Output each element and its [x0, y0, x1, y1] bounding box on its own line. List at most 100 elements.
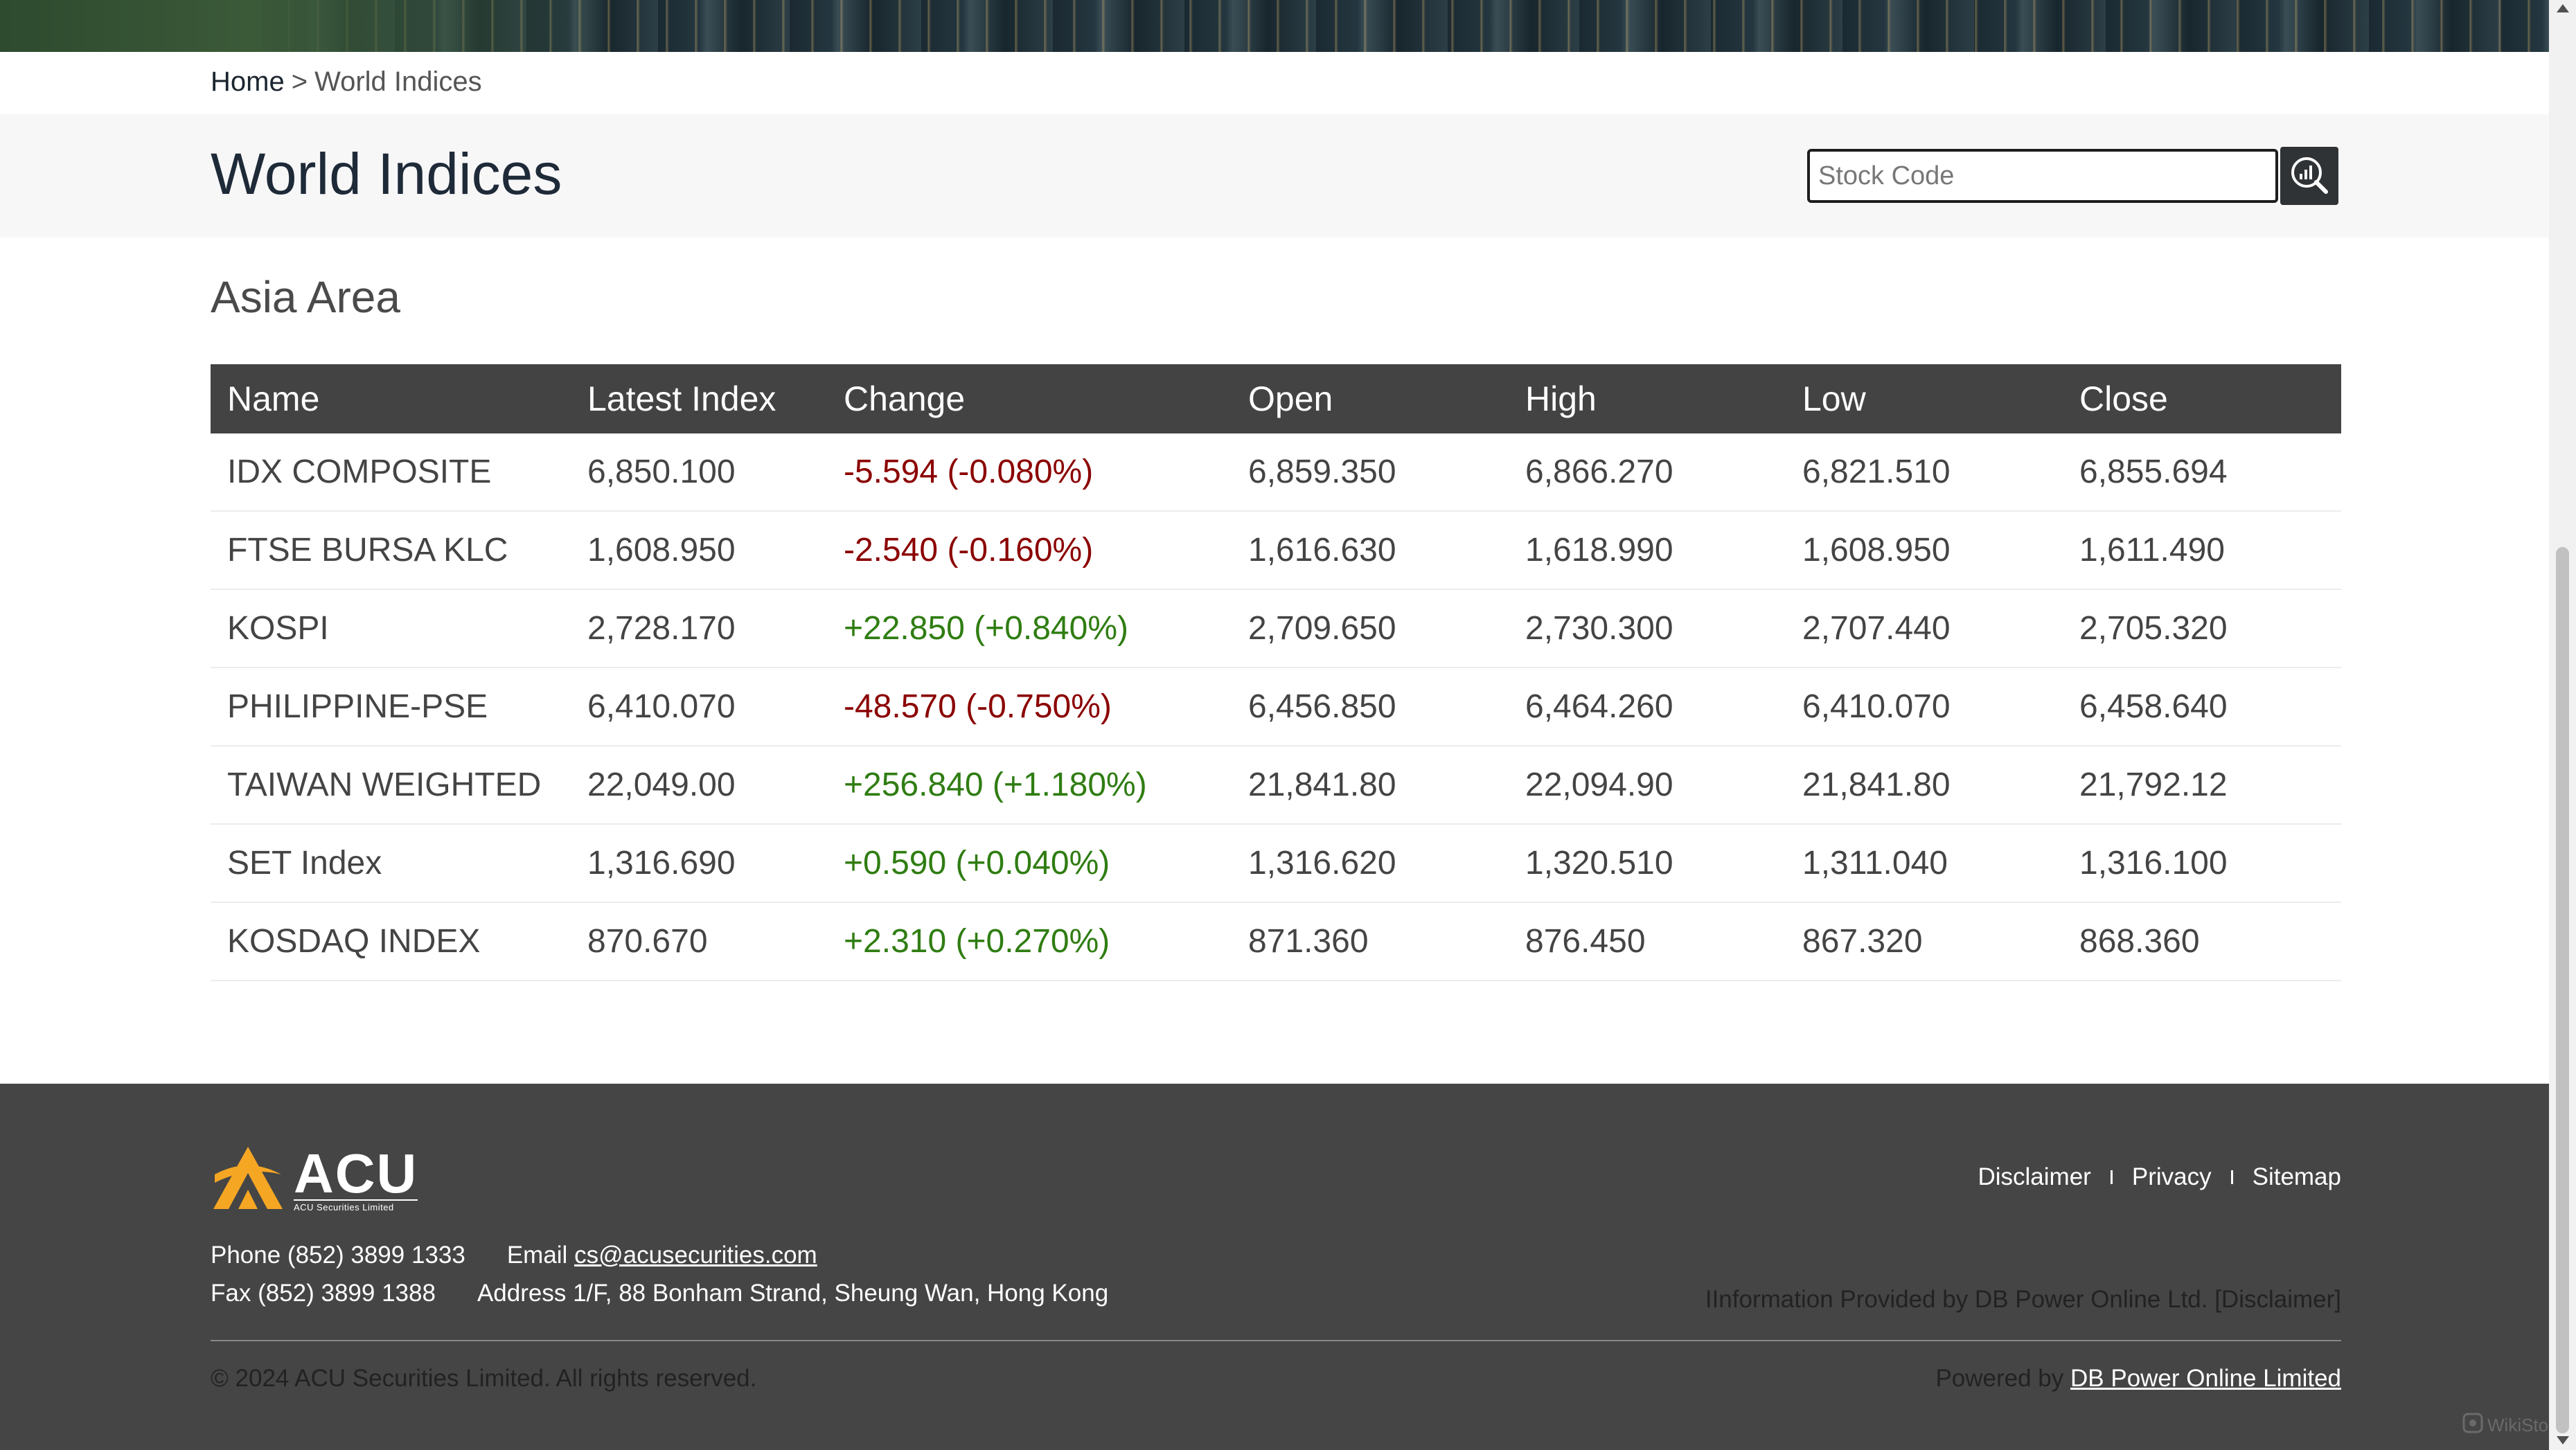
latest-index: 6,850.100	[571, 433, 827, 512]
open-value: 871.360	[1232, 902, 1509, 981]
watermark-logo-icon	[2462, 1413, 2483, 1438]
watermark: WikiSto	[2462, 1413, 2548, 1438]
change-value: +2.310 (+0.270%)	[827, 902, 1232, 981]
table-row: PHILIPPINE-PSE 6,410.070 -48.570 (-0.750…	[211, 668, 2341, 746]
vertical-scrollbar[interactable]	[2549, 0, 2576, 1450]
table-row: SET Index 1,316.690 +0.590 (+0.040%) 1,3…	[211, 824, 2341, 903]
data-provider-notice: IInformation Provided by DB Power Online…	[1705, 1286, 2341, 1313]
latest-index: 6,410.070	[571, 668, 827, 746]
index-name: KOSPI	[211, 589, 571, 668]
low-value: 2,707.440	[1786, 589, 2063, 668]
low-value: 867.320	[1786, 902, 2063, 981]
email-label: Email	[506, 1242, 568, 1269]
table-row: FTSE BURSA KLC 1,608.950 -2.540 (-0.160%…	[211, 511, 2341, 590]
logo-wordmark: ACU ACU Securities Limited	[294, 1143, 418, 1212]
section-title-asia-area: Asia Area	[211, 272, 400, 322]
table-row: TAIWAN WEIGHTED 22,049.00 +256.840 (+1.1…	[211, 746, 2341, 825]
column-header-latest-index: Latest Index	[571, 364, 827, 433]
change-value: +0.590 (+0.040%)	[827, 824, 1232, 903]
close-value: 1,611.490	[2063, 511, 2341, 590]
change-value: -5.594 (-0.080%)	[827, 433, 1232, 512]
footer-links: Disclaimer Privacy Sitemap	[1978, 1163, 2341, 1191]
header-banner-image	[0, 0, 2549, 52]
watermark-text: WikiSto	[2487, 1415, 2549, 1435]
search-chart-icon	[2287, 153, 2331, 199]
breadcrumb: Home > World Indices	[211, 66, 482, 98]
latest-index: 22,049.00	[571, 746, 827, 825]
column-header-low: Low	[1786, 364, 2063, 433]
footer	[0, 1084, 2549, 1450]
table-row: IDX COMPOSITE 6,850.100 -5.594 (-0.080%)…	[211, 433, 2341, 512]
latest-index: 1,316.690	[571, 824, 827, 903]
high-value: 6,866.270	[1509, 433, 1786, 512]
logo-main-text: ACU	[294, 1143, 418, 1204]
latest-index: 1,608.950	[571, 511, 827, 590]
sitemap-link[interactable]: Sitemap	[2252, 1163, 2341, 1190]
column-header-high: High	[1509, 364, 1786, 433]
banner-foliage	[0, 0, 623, 52]
change-value: +22.850 (+0.840%)	[827, 589, 1232, 668]
scroll-up-arrow-icon[interactable]	[2557, 4, 2569, 12]
high-value: 1,320.510	[1509, 824, 1786, 903]
acu-logo[interactable]: ACU ACU Securities Limited	[211, 1144, 418, 1217]
scroll-down-arrow-icon[interactable]	[2557, 1436, 2569, 1444]
high-value: 876.450	[1509, 902, 1786, 981]
logo-subtext: ACU Securities Limited	[294, 1199, 418, 1212]
powered-by-label: Powered by	[1935, 1365, 2064, 1392]
stock-code-input[interactable]	[1807, 149, 2278, 203]
open-value: 6,456.850	[1232, 668, 1509, 746]
breadcrumb-separator: >	[291, 66, 308, 97]
index-name: TAIWAN WEIGHTED	[211, 746, 571, 825]
column-header-change: Change	[827, 364, 1232, 433]
column-header-close: Close	[2063, 364, 2341, 433]
low-value: 21,841.80	[1786, 746, 2063, 825]
contact-line-2: Fax (852) 3899 1388 Address 1/F, 88 Bonha…	[211, 1280, 1108, 1307]
link-divider	[2230, 1170, 2233, 1184]
high-value: 6,464.260	[1509, 668, 1786, 746]
high-value: 2,730.300	[1509, 589, 1786, 668]
indices-table: Name Latest Index Change Open High Low C…	[211, 364, 2341, 981]
close-value: 2,705.320	[2063, 589, 2341, 668]
close-value: 6,855.694	[2063, 433, 2341, 512]
link-divider	[2110, 1170, 2113, 1184]
acu-logo-mark-icon	[211, 1144, 285, 1217]
footer-divider	[211, 1340, 2341, 1341]
privacy-link[interactable]: Privacy	[2131, 1163, 2212, 1190]
db-power-online-link[interactable]: DB Power Online Limited	[2070, 1365, 2341, 1392]
close-value: 6,458.640	[2063, 668, 2341, 746]
index-name: FTSE BURSA KLC	[211, 511, 571, 590]
column-header-name: Name	[211, 364, 571, 433]
index-name: PHILIPPINE-PSE	[211, 668, 571, 746]
latest-index: 870.670	[571, 902, 827, 981]
open-value: 2,709.650	[1232, 589, 1509, 668]
table-row: KOSDAQ INDEX 870.670 +2.310 (+0.270%) 87…	[211, 902, 2341, 981]
disclaimer-link[interactable]: Disclaimer	[1978, 1163, 2091, 1190]
open-value: 1,616.630	[1232, 511, 1509, 590]
address-text: Address 1/F, 88 Bonham Strand, Sheung Wa…	[477, 1280, 1109, 1307]
change-value: -2.540 (-0.160%)	[827, 511, 1232, 590]
column-header-open: Open	[1232, 364, 1509, 433]
close-value: 1,316.100	[2063, 824, 2341, 903]
breadcrumb-current: World Indices	[314, 66, 482, 97]
index-name: KOSDAQ INDEX	[211, 902, 571, 981]
low-value: 6,821.510	[1786, 433, 2063, 512]
index-name: SET Index	[211, 824, 571, 903]
low-value: 1,608.950	[1786, 511, 2063, 590]
search-button[interactable]	[2280, 147, 2338, 205]
phone-text: Phone (852) 3899 1333	[211, 1242, 465, 1269]
table-row: KOSPI 2,728.170 +22.850 (+0.840%) 2,709.…	[211, 589, 2341, 668]
breadcrumb-home-link[interactable]: Home	[211, 66, 285, 97]
open-value: 1,316.620	[1232, 824, 1509, 903]
scroll-thumb[interactable]	[2556, 547, 2569, 1433]
high-value: 22,094.90	[1509, 746, 1786, 825]
change-value: -48.570 (-0.750%)	[827, 668, 1232, 746]
email-link[interactable]: cs@acusecurities.com	[574, 1242, 817, 1269]
close-value: 21,792.12	[2063, 746, 2341, 825]
low-value: 1,311.040	[1786, 824, 2063, 903]
open-value: 6,859.350	[1232, 433, 1509, 512]
contact-line-1: Phone (852) 3899 1333 Email cs@acusecurit…	[211, 1242, 817, 1269]
high-value: 1,618.990	[1509, 511, 1786, 590]
table-header-row: Name Latest Index Change Open High Low C…	[211, 364, 2341, 433]
fax-text: Fax (852) 3899 1388	[211, 1280, 436, 1307]
